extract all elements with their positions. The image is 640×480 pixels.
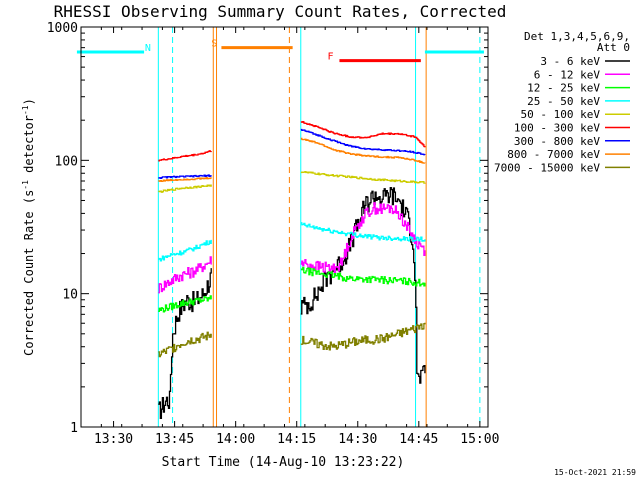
series-line-12-25-keV — [300, 266, 426, 287]
series-line-50-100-keV — [300, 171, 426, 184]
x-axis-ticks: 13:30 13:45 14:00 14:15 14:30 14:45 15:00 — [80, 27, 499, 447]
series-line-800-7000-keV — [158, 177, 212, 183]
series-line-6-12-keV — [158, 256, 212, 294]
series-line-7000-15000-keV — [300, 322, 426, 351]
y-axis-label: Corrected Count Rate (s-1 detector-1) — [21, 98, 36, 356]
series-line-100-300-keV — [300, 121, 426, 148]
interval-label: N — [145, 43, 151, 54]
plot-area — [81, 27, 488, 427]
legend-label: 50 - 100 keV — [521, 108, 601, 121]
legend-label: 300 - 800 keV — [514, 135, 600, 148]
series-line-3-6-keV — [158, 268, 212, 419]
footer-timestamp: 15-Oct-2021 21:59 — [554, 468, 636, 477]
legend-label: 3 - 6 keV — [540, 55, 600, 68]
series-lines — [158, 121, 426, 419]
x-tick-label: 14:30 — [338, 432, 377, 447]
series-line-6-12-keV — [300, 202, 426, 274]
series-line-300-800-keV — [158, 174, 212, 179]
interval-label: F — [327, 52, 333, 63]
legend-label: 100 - 300 keV — [514, 122, 600, 135]
x-tick-label: 14:45 — [399, 432, 438, 447]
series-line-3-6-keV — [300, 186, 426, 384]
series-line-25-50-keV — [158, 239, 212, 262]
y-tick-label: 1 — [70, 421, 78, 436]
y-tick-label: 100 — [55, 154, 78, 169]
x-tick-label: 13:30 — [94, 432, 133, 447]
x-tick-label: 14:00 — [216, 432, 255, 447]
series-line-800-7000-keV — [300, 137, 426, 164]
interval-bars: N S F — [76, 39, 484, 63]
series-line-100-300-keV — [158, 150, 212, 162]
legend-label: 7000 - 15000 keV — [494, 161, 600, 174]
x-tick-label: 15:00 — [460, 432, 499, 447]
y-tick-label: 10 — [62, 288, 78, 303]
legend-label: 12 - 25 keV — [527, 82, 600, 95]
legend-header-detectors: Det 1,3,4,5,6,9, — [524, 30, 630, 43]
x-tick-label: 13:45 — [155, 432, 194, 447]
x-axis-label: Start Time (14-Aug-10 13:23:22) — [162, 455, 405, 470]
interval-label: S — [211, 39, 217, 50]
legend-header-attenuator: Att 0 — [597, 41, 630, 54]
series-line-12-25-keV — [158, 295, 212, 313]
legend-label: 800 - 7000 keV — [507, 148, 600, 161]
y-axis-ticks: 1 10 100 1000 — [47, 21, 488, 436]
series-line-50-100-keV — [158, 184, 212, 193]
legend-label: 25 - 50 keV — [527, 95, 600, 108]
legend-label: 6 - 12 keV — [534, 68, 601, 81]
series-line-7000-15000-keV — [158, 331, 212, 358]
vertical-markers — [157, 27, 481, 427]
series-line-300-800-keV — [300, 128, 426, 156]
y-tick-label: 1000 — [47, 21, 78, 36]
x-tick-label: 14:15 — [277, 432, 316, 447]
series-line-25-50-keV — [300, 222, 426, 242]
chart-title: RHESSI Observing Summary Count Rates, Co… — [54, 2, 507, 21]
